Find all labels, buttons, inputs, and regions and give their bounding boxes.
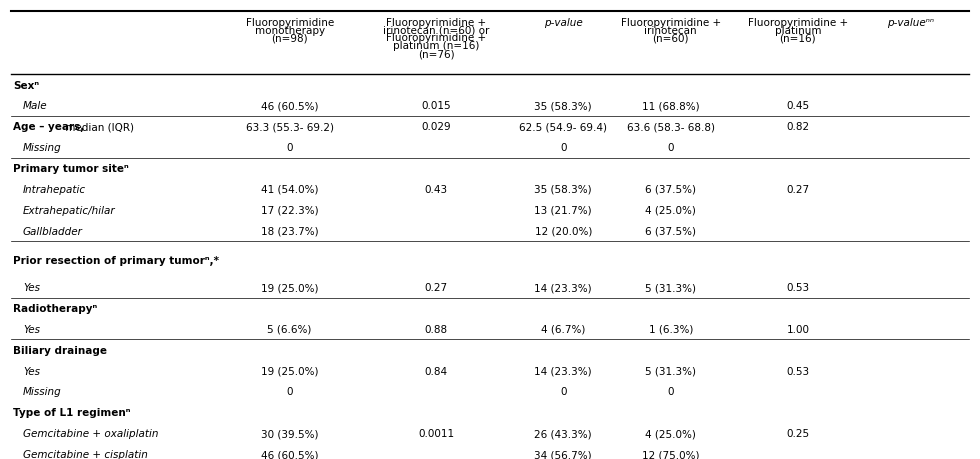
Text: Yes: Yes — [23, 366, 40, 376]
Text: 0.25: 0.25 — [786, 428, 809, 438]
Text: 63.6 (58.3- 68.8): 63.6 (58.3- 68.8) — [627, 122, 714, 132]
Text: 46 (60.5%): 46 (60.5%) — [261, 449, 318, 459]
Text: (n=60): (n=60) — [653, 34, 689, 43]
Text: Male: Male — [23, 101, 47, 111]
Text: 12 (75.0%): 12 (75.0%) — [642, 449, 700, 459]
Text: 0.27: 0.27 — [424, 282, 448, 292]
Text: Gemcitabine + cisplatin: Gemcitabine + cisplatin — [23, 449, 148, 459]
Text: Gallbladder: Gallbladder — [23, 226, 82, 236]
Text: 18 (23.7%): 18 (23.7%) — [261, 226, 318, 236]
Text: Fluoropyrimidine +: Fluoropyrimidine + — [386, 17, 486, 28]
Text: 63.3 (55.3- 69.2): 63.3 (55.3- 69.2) — [246, 122, 333, 132]
Text: (n=16): (n=16) — [779, 34, 816, 43]
Text: 41 (54.0%): 41 (54.0%) — [261, 185, 318, 195]
Text: 13 (21.7%): 13 (21.7%) — [534, 206, 592, 215]
Text: 17 (22.3%): 17 (22.3%) — [261, 206, 318, 215]
Text: Fluoropyrimidine: Fluoropyrimidine — [246, 17, 334, 28]
Text: 4 (6.7%): 4 (6.7%) — [541, 324, 585, 334]
Text: Prior resection of primary tumorⁿ,*: Prior resection of primary tumorⁿ,* — [13, 255, 220, 265]
Text: 4 (25.0%): 4 (25.0%) — [646, 428, 696, 438]
Text: Gemcitabine + oxaliplatin: Gemcitabine + oxaliplatin — [23, 428, 159, 438]
Text: 0.015: 0.015 — [421, 101, 451, 111]
Text: 1 (6.3%): 1 (6.3%) — [649, 324, 693, 334]
Text: 14 (23.3%): 14 (23.3%) — [534, 282, 592, 292]
Text: 0.0011: 0.0011 — [418, 428, 455, 438]
Text: (n=76): (n=76) — [417, 49, 455, 59]
Text: Type of L1 regimenⁿ: Type of L1 regimenⁿ — [13, 408, 130, 417]
Text: platinum (n=16): platinum (n=16) — [393, 41, 479, 51]
Text: Fluoropyrimidine +: Fluoropyrimidine + — [620, 17, 721, 28]
Text: Sexⁿ: Sexⁿ — [13, 80, 39, 90]
Text: irinotecan: irinotecan — [645, 25, 697, 35]
Text: 6 (37.5%): 6 (37.5%) — [645, 185, 696, 195]
Text: 0.029: 0.029 — [421, 122, 451, 132]
Text: 11 (68.8%): 11 (68.8%) — [642, 101, 700, 111]
Text: irinotecan (n=60) or: irinotecan (n=60) or — [383, 25, 489, 35]
Text: Yes: Yes — [23, 324, 40, 334]
Text: 46 (60.5%): 46 (60.5%) — [261, 101, 318, 111]
Text: 62.5 (54.9- 69.4): 62.5 (54.9- 69.4) — [519, 122, 608, 132]
Text: Biliary drainage: Biliary drainage — [13, 345, 107, 355]
Text: 34 (56.7%): 34 (56.7%) — [534, 449, 592, 459]
Text: 30 (39.5%): 30 (39.5%) — [261, 428, 318, 438]
Text: 1.00: 1.00 — [786, 324, 809, 334]
Text: Intrahepatic: Intrahepatic — [23, 185, 86, 195]
Text: Yes: Yes — [23, 282, 40, 292]
Text: platinum: platinum — [774, 25, 821, 35]
Text: Missing: Missing — [23, 386, 62, 397]
Text: 0: 0 — [560, 386, 566, 397]
Text: Radiotherapyⁿ: Radiotherapyⁿ — [13, 303, 97, 313]
Text: 0.53: 0.53 — [786, 366, 809, 376]
Text: Missing: Missing — [23, 143, 62, 153]
Text: 19 (25.0%): 19 (25.0%) — [261, 366, 318, 376]
Text: 0.88: 0.88 — [424, 324, 448, 334]
Text: 5 (31.3%): 5 (31.3%) — [645, 366, 696, 376]
Text: 0: 0 — [560, 143, 566, 153]
Text: monotherapy: monotherapy — [255, 25, 324, 35]
Text: 0: 0 — [667, 386, 674, 397]
Text: 0: 0 — [667, 143, 674, 153]
Text: 0.53: 0.53 — [786, 282, 809, 292]
Text: 26 (43.3%): 26 (43.3%) — [534, 428, 592, 438]
Text: 0.82: 0.82 — [786, 122, 809, 132]
Text: 12 (20.0%): 12 (20.0%) — [535, 226, 592, 236]
Text: 0: 0 — [286, 386, 293, 397]
Text: 0.84: 0.84 — [424, 366, 448, 376]
Text: 0.27: 0.27 — [786, 185, 809, 195]
Text: p-valueⁿⁿ: p-valueⁿⁿ — [887, 17, 934, 28]
Text: 0: 0 — [286, 143, 293, 153]
Text: Fluoropyrimidine +: Fluoropyrimidine + — [386, 34, 486, 43]
Text: Fluoropyrimidine +: Fluoropyrimidine + — [748, 17, 848, 28]
Text: 14 (23.3%): 14 (23.3%) — [534, 366, 592, 376]
Text: 6 (37.5%): 6 (37.5%) — [645, 226, 696, 236]
Text: 35 (58.3%): 35 (58.3%) — [534, 185, 592, 195]
Text: 5 (31.3%): 5 (31.3%) — [645, 282, 696, 292]
Text: Primary tumor siteⁿ: Primary tumor siteⁿ — [13, 164, 128, 174]
Text: Age – years,: Age – years, — [13, 122, 84, 132]
Text: 35 (58.3%): 35 (58.3%) — [534, 101, 592, 111]
Text: 0.43: 0.43 — [424, 185, 448, 195]
Text: 4 (25.0%): 4 (25.0%) — [646, 206, 696, 215]
Text: 19 (25.0%): 19 (25.0%) — [261, 282, 318, 292]
Text: Extrahepatic/hilar: Extrahepatic/hilar — [23, 206, 116, 215]
Text: (n=98): (n=98) — [271, 34, 308, 43]
Text: 5 (6.6%): 5 (6.6%) — [268, 324, 312, 334]
Text: median (IQR): median (IQR) — [63, 122, 134, 132]
Text: p-value: p-value — [544, 17, 583, 28]
Text: 0.45: 0.45 — [786, 101, 809, 111]
